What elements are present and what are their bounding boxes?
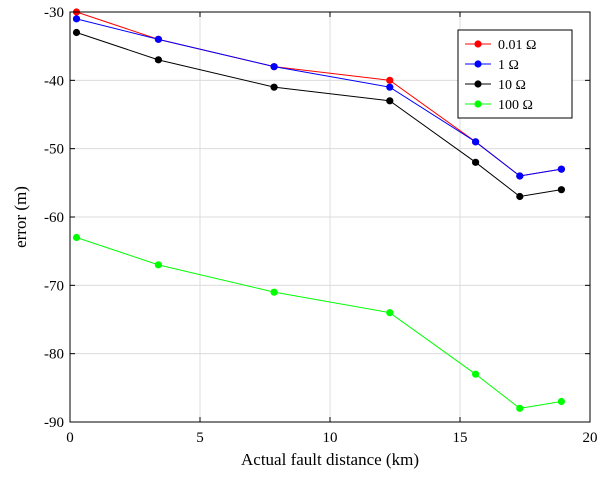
y-tick-label: -30 (44, 5, 64, 21)
x-tick-label: 15 (453, 430, 468, 446)
legend-marker (474, 80, 482, 88)
series-3 (72, 233, 566, 412)
data-point (72, 233, 81, 242)
y-tick-label: -60 (44, 210, 64, 226)
data-point (472, 138, 480, 146)
data-point (270, 63, 278, 71)
data-point (557, 165, 566, 173)
data-point (472, 158, 480, 166)
y-tick-label: -80 (44, 347, 64, 363)
data-point (472, 370, 480, 378)
data-point (386, 76, 394, 84)
data-point (386, 97, 394, 105)
y-tick-label: -40 (44, 73, 64, 89)
series-layer (72, 8, 566, 412)
legend-marker (474, 40, 482, 48)
legend: 0.01 Ω 1 Ω 10 Ω 100 Ω (457, 29, 573, 119)
y-tick-label: -70 (44, 278, 64, 294)
tick-layer: 0 5 10 15 20 -90 -80 -70 -60 -50 -40 -30 (44, 5, 598, 446)
data-point (557, 186, 566, 194)
legend-marker (474, 60, 482, 68)
data-point (386, 83, 394, 91)
legend-label: 0.01 Ω (498, 38, 536, 53)
x-tick-label: 0 (66, 430, 74, 446)
data-point (72, 28, 81, 37)
data-point (386, 309, 394, 317)
data-point (270, 83, 278, 91)
legend-item: 0.01 Ω (465, 38, 536, 53)
legend-item: 100 Ω (465, 98, 533, 113)
data-point (516, 172, 524, 180)
series-2 (72, 28, 566, 201)
x-tick-label: 20 (583, 430, 598, 446)
data-point (516, 404, 524, 412)
x-tick-label: 10 (323, 430, 338, 446)
legend-item: 10 Ω (465, 78, 526, 93)
data-point (270, 288, 278, 296)
y-axis-title: error (m) (11, 186, 30, 248)
series-1 (72, 15, 566, 180)
data-point (516, 192, 524, 201)
data-point (72, 15, 81, 23)
series-line (76, 237, 562, 409)
data-point (154, 56, 162, 64)
data-point (154, 261, 162, 269)
x-tick-label: 5 (196, 430, 204, 446)
legend-item: 1 Ω (465, 58, 519, 73)
y-tick-label: -90 (44, 415, 64, 431)
y-tick-label: -50 (44, 142, 64, 158)
legend-marker (474, 100, 482, 108)
x-axis-title: Actual fault distance (km) (241, 450, 419, 469)
data-point (154, 35, 162, 43)
legend-label: 100 Ω (498, 98, 533, 113)
legend-label: 10 Ω (498, 78, 526, 93)
legend-label: 1 Ω (498, 58, 519, 73)
data-point (557, 397, 566, 406)
